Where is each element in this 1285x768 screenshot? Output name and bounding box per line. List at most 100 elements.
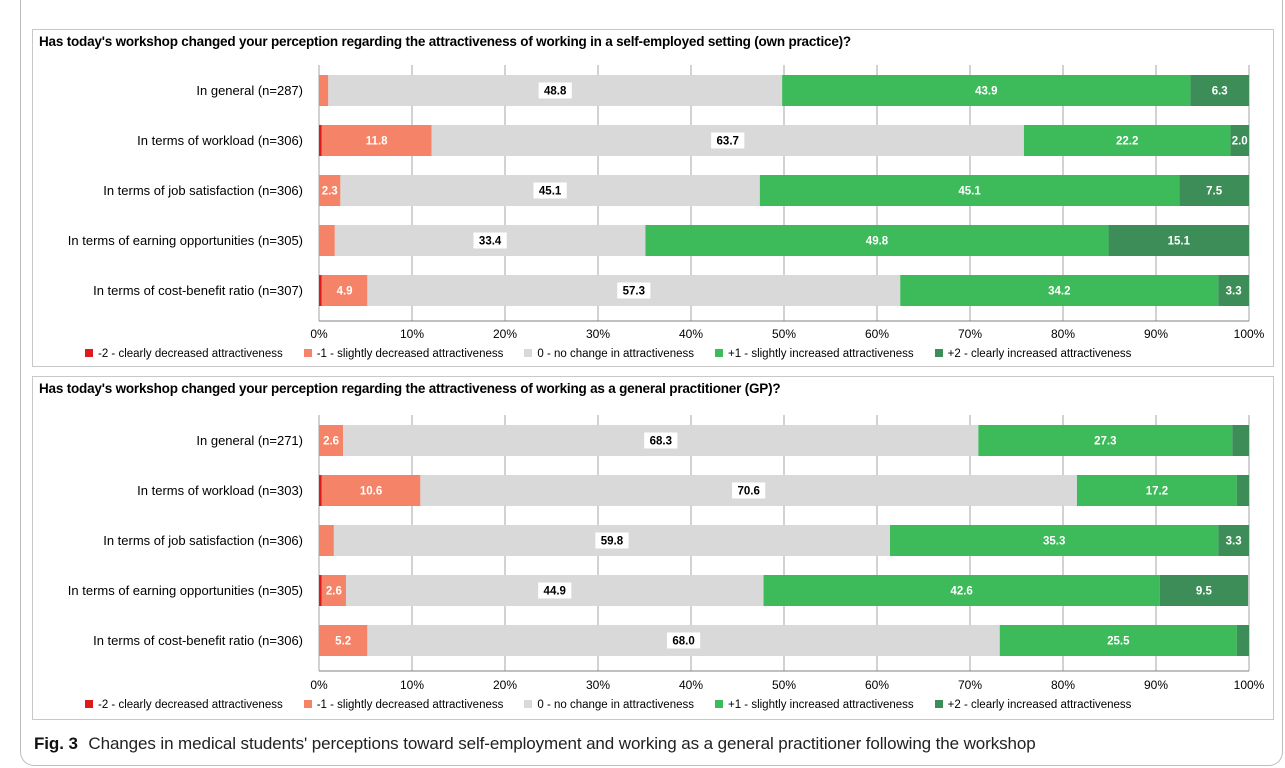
legend-item-plus2: +2 - clearly increased attractiveness	[934, 699, 1132, 711]
data-label: 45.1	[958, 186, 981, 198]
legend-label: +2 - clearly increased attractiveness	[947, 699, 1132, 711]
legend-label: -1 - slightly decreased attractiveness	[316, 699, 504, 711]
data-label: 11.8	[366, 136, 388, 148]
legend-item-zero: 0 - no change in attractiveness	[524, 348, 694, 360]
data-label: 2.6	[323, 436, 339, 448]
bar-segment-minus2	[319, 575, 322, 606]
legend-item-minus1: -1 - slightly decreased attractiveness	[303, 699, 504, 711]
legend-swatch	[303, 700, 312, 708]
legend-swatch	[934, 700, 943, 708]
chart-title: Has today's workshop changed your percep…	[39, 381, 781, 396]
category-label: In terms of earning opportunities (n=305…	[68, 583, 303, 598]
bar-segment-minus1	[319, 225, 335, 256]
stacked-bar-chart-self-employed: 0% 10% 20% 30% 40% 50% 60% 70% 80% 90% 100% In gene…	[68, 65, 1265, 341]
x-tick-label: 90%	[1144, 327, 1168, 341]
category-label: In general (n=287)	[196, 83, 303, 98]
legend-swatch	[714, 700, 723, 708]
caption-figure-number: Fig. 3	[34, 734, 78, 753]
x-tick-label: 50%	[772, 678, 796, 692]
x-tick-label: 50%	[772, 327, 796, 341]
bar-segment-minus1	[319, 425, 344, 456]
bar-segment-minus1	[321, 475, 421, 506]
category-label: In terms of job satisfaction (n=306)	[103, 183, 303, 198]
x-tick-label: 0%	[310, 327, 328, 341]
bar-segment-plus2	[1190, 75, 1249, 106]
data-label: 57.3	[623, 286, 645, 298]
data-label-background	[617, 282, 651, 299]
x-tick-label: 30%	[586, 327, 610, 341]
legend-swatch	[714, 349, 723, 357]
category-label: In terms of cost-benefit ratio (n=307)	[93, 283, 303, 298]
data-label-background	[595, 532, 629, 549]
legend-swatch	[934, 349, 943, 357]
data-label: 22.2	[1116, 136, 1138, 148]
data-label-background	[533, 182, 567, 199]
bar-segment-minus1	[319, 75, 329, 106]
category-label: In terms of workload (n=306)	[137, 133, 303, 148]
data-label: 2.0	[1232, 136, 1248, 148]
bar-segment-minus2	[319, 275, 322, 306]
category-label: In terms of cost-benefit ratio (n=306)	[93, 633, 303, 648]
data-label: 35.3	[1043, 536, 1065, 548]
data-label: 43.9	[975, 86, 997, 98]
bar-segment-plus1	[645, 225, 1109, 256]
data-label: 44.9	[544, 586, 566, 598]
bar-segment-plus2	[1108, 225, 1249, 256]
data-label: 45.1	[539, 186, 562, 198]
legend-swatch	[524, 700, 533, 708]
bar-segment-plus1	[1023, 125, 1231, 156]
x-tick-label: 10%	[400, 678, 424, 692]
data-label: 9.5	[1196, 586, 1213, 598]
x-tick-label: 80%	[1051, 678, 1075, 692]
data-label: 4.9	[337, 286, 353, 298]
legend-item-minus2: -2 - clearly decreased attractiveness	[85, 699, 283, 711]
chart-panel-self-employed: Has today's workshop changed your percep…	[32, 29, 1274, 367]
data-label-background	[711, 132, 745, 149]
bar-segment-minus2	[319, 475, 322, 506]
stacked-bar-chart-gp: 0% 10% 20% 30% 40% 50% 60% 70% 80% 90% 100% In gene…	[68, 415, 1265, 692]
category-label: In terms of job satisfaction (n=306)	[103, 533, 303, 548]
x-tick-label: 70%	[958, 678, 982, 692]
bar-segment-minus1	[321, 275, 368, 306]
data-label: 34.2	[1048, 286, 1070, 298]
category-label: In general (n=271)	[196, 433, 303, 448]
x-tick-label: 100%	[1234, 678, 1265, 692]
bar-segment-plus2	[1218, 275, 1249, 306]
data-label: 25.5	[1107, 636, 1130, 648]
x-tick-label: 60%	[865, 327, 889, 341]
legend-label: 0 - no change in attractiveness	[537, 348, 694, 360]
bar-segment-plus2	[1232, 425, 1249, 456]
data-label: 3.3	[1226, 286, 1242, 298]
legend-label: -2 - clearly decreased attractiveness	[98, 699, 283, 711]
bar-segment-plus1	[782, 75, 1191, 106]
data-label: 3.3	[1226, 536, 1242, 548]
legend-label: +1 - slightly increased attractiveness	[727, 699, 914, 711]
chart-title: Has today's workshop changed your percep…	[39, 34, 851, 49]
x-tick-label: 10%	[400, 327, 424, 341]
bar-segment-minus1	[319, 525, 334, 556]
data-label-background	[644, 432, 678, 449]
data-label: 68.3	[650, 436, 672, 448]
data-label-background	[538, 82, 572, 99]
legend-swatch	[524, 349, 533, 357]
legend-item-minus2: -2 - clearly decreased attractiveness	[85, 348, 283, 360]
legend-label: 0 - no change in attractiveness	[537, 699, 694, 711]
category-label: In terms of workload (n=303)	[137, 483, 303, 498]
bar-segment-plus1	[759, 175, 1180, 206]
x-tick-label: 60%	[865, 678, 889, 692]
bar-segment-minus1	[321, 575, 346, 606]
data-label: 6.3	[1212, 86, 1228, 98]
data-label-background	[732, 482, 766, 499]
data-label: 33.4	[479, 236, 502, 248]
data-label: 5.2	[335, 636, 351, 648]
figure-caption: Fig. 3 Changes in medical students' perc…	[34, 734, 1036, 754]
bar-segment-plus2	[1179, 175, 1249, 206]
chart-legend: -2 - clearly decreased attractiveness -1 …	[85, 699, 1152, 711]
legend-label: -2 - clearly decreased attractiveness	[98, 348, 283, 360]
bar-segment-plus1	[1076, 475, 1237, 506]
bar-segment-plus1	[763, 575, 1160, 606]
legend-item-plus1: +1 - slightly increased attractiveness	[714, 699, 914, 711]
data-label: 68.0	[672, 636, 694, 648]
data-label: 17.2	[1146, 486, 1168, 498]
data-label: 70.6	[737, 486, 759, 498]
